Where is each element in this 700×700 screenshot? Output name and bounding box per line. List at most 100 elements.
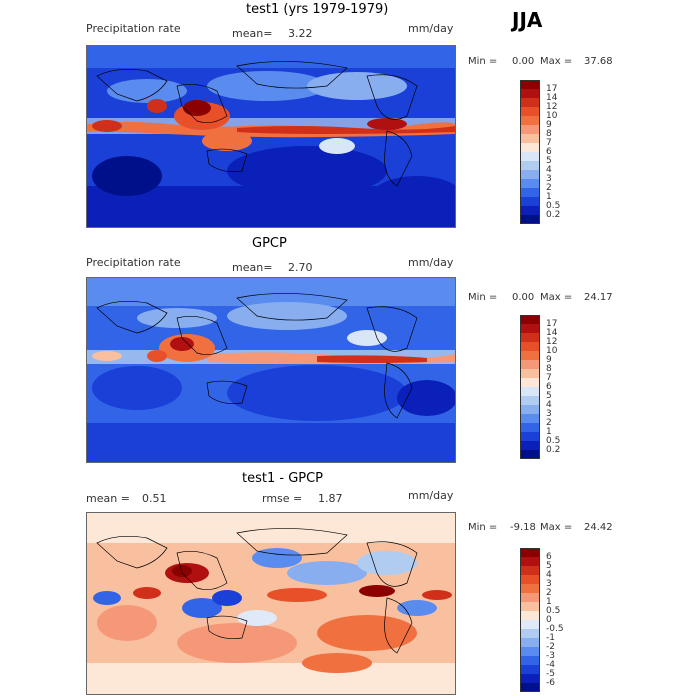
colorbar-swatch [520, 170, 540, 179]
panel3-title: test1 - GPCP [242, 471, 324, 486]
colorbar-swatch [520, 197, 540, 206]
panel2-min-value: 0.00 [512, 292, 535, 303]
panel2-variable: Precipitation rate [86, 256, 181, 269]
colorbar-swatch [520, 432, 540, 441]
colorbar-swatch [520, 387, 540, 396]
panel3-rmse-value: 1.87 [318, 492, 343, 505]
colorbar-swatch [520, 548, 540, 557]
colorbar-swatch [520, 215, 540, 224]
panel3-mean-label: mean = [86, 492, 130, 505]
colorbar-swatch [520, 629, 540, 638]
panel3-min-value: -9.18 [510, 522, 536, 533]
colorbar-swatch [520, 125, 540, 134]
colorbar-tick-label: -5 [546, 669, 555, 679]
colorbar-tick-label: 12 [546, 337, 558, 347]
colorbar-tick-label: 7 [546, 138, 552, 148]
colorbar-tick-label: 2 [546, 183, 552, 193]
colorbar-tick-label: 0.2 [546, 445, 561, 455]
colorbar-tick-label: -2 [546, 642, 555, 652]
colorbar-tick-label: 3 [546, 409, 552, 419]
colorbar-tick-label: 5 [546, 391, 552, 401]
colorbar-swatch [520, 674, 540, 683]
colorbar-tick-label: 6 [546, 382, 552, 392]
colorbar-tick-label: 2 [546, 418, 552, 428]
colorbar-swatch [520, 638, 540, 647]
colorbar-tick-label: 8 [546, 364, 552, 374]
panel3-min-label: Min = [468, 522, 498, 533]
panel1-max-label: Max = [540, 56, 573, 67]
colorbar-swatch [520, 378, 540, 387]
panel2-units: mm/day [408, 256, 454, 269]
colorbar-tick-label: 14 [546, 328, 558, 338]
colorbar-swatch [520, 188, 540, 197]
panel3-rmse-label: rmse = [262, 492, 303, 505]
colorbar-swatch [520, 405, 540, 414]
panel3-mean-value: 0.51 [142, 492, 167, 505]
panel1-max-value: 37.68 [584, 56, 613, 67]
panel2-mean-label: mean= [232, 261, 273, 274]
colorbar-swatch [520, 342, 540, 351]
colorbar-tick-label: 0.2 [546, 210, 561, 220]
colorbar-tick-label: 5 [546, 156, 552, 166]
colorbar-swatch [520, 593, 540, 602]
colorbar-tick-label: -4 [546, 660, 555, 670]
colorbar-tick-label: 9 [546, 120, 552, 130]
colorbar-tick-label: 0 [546, 615, 552, 625]
colorbar-swatch [520, 161, 540, 170]
panel1-min-value: 0.00 [512, 56, 535, 67]
panel3-map [86, 512, 456, 695]
colorbar-tick-label: 17 [546, 319, 558, 329]
colorbar-swatch [520, 351, 540, 360]
colorbar-swatch [520, 414, 540, 423]
colorbar-swatch [520, 89, 540, 98]
colorbar-tick-label: 9 [546, 355, 552, 365]
colorbar-tick-label: 4 [546, 570, 552, 580]
colorbar-swatch [520, 611, 540, 620]
colorbar-swatch [520, 206, 540, 215]
colorbar-tick-label: 8 [546, 129, 552, 139]
colorbar-swatch [520, 179, 540, 188]
colorbar-tick-label: 6 [546, 552, 552, 562]
colorbar-tick-label: 3 [546, 579, 552, 589]
colorbar-swatch [520, 80, 540, 89]
panel1-units: mm/day [408, 22, 454, 35]
colorbar-swatch [520, 134, 540, 143]
panel2-title: GPCP [252, 236, 287, 251]
colorbar-tick-label: -1 [546, 633, 555, 643]
colorbar-tick-label: 1 [546, 597, 552, 607]
panel1-map [86, 45, 456, 228]
colorbar-swatch [520, 665, 540, 674]
colorbar-swatch [520, 557, 540, 566]
colorbar-swatch [520, 116, 540, 125]
panel3-max-label: Max = [540, 522, 573, 533]
panel3-colorbar [520, 548, 540, 692]
panel2-max-label: Max = [540, 292, 573, 303]
colorbar-tick-label: 0.5 [546, 201, 561, 211]
colorbar-swatch [520, 369, 540, 378]
colorbar-swatch [520, 333, 540, 342]
panel2-max-value: 24.17 [584, 292, 613, 303]
colorbar-swatch [520, 360, 540, 369]
panel1-variable: Precipitation rate [86, 22, 181, 35]
season-label: JJA [512, 8, 543, 32]
colorbar-tick-label: 10 [546, 346, 558, 356]
colorbar-swatch [520, 324, 540, 333]
colorbar-tick-label: 6 [546, 147, 552, 157]
colorbar-swatch [520, 656, 540, 665]
colorbar-swatch [520, 602, 540, 611]
panel1-mean-value: 3.22 [288, 27, 313, 40]
colorbar-swatch [520, 98, 540, 107]
colorbar-swatch [520, 107, 540, 116]
colorbar-swatch [520, 620, 540, 629]
colorbar-tick-label: 3 [546, 174, 552, 184]
colorbar-tick-label: 10 [546, 111, 558, 121]
panel2-mean-value: 2.70 [288, 261, 313, 274]
colorbar-tick-label: 12 [546, 102, 558, 112]
colorbar-swatch [520, 315, 540, 324]
colorbar-swatch [520, 575, 540, 584]
colorbar-tick-label: 0.5 [546, 436, 561, 446]
colorbar-swatch [520, 396, 540, 405]
panel1-mean-label: mean= [232, 27, 273, 40]
panel2-min-label: Min = [468, 292, 498, 303]
colorbar-tick-label: 14 [546, 93, 558, 103]
